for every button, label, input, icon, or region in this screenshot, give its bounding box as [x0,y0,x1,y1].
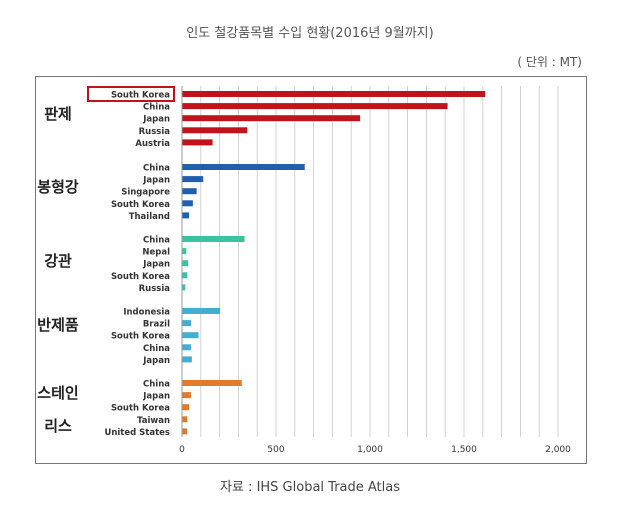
category-label: Thailand [129,212,170,222]
bar [182,344,191,351]
group-label: 스테인 리스 [37,384,78,435]
bar [182,272,188,279]
category-label: United States [104,428,170,438]
x-tick-label: 500 [267,445,284,455]
bar [182,91,486,97]
unit-label: ( 단위 : MT) [517,55,582,69]
category-label: Singapore [121,188,170,198]
x-tick-label: 1,000 [357,445,383,455]
bar [182,404,190,411]
group-label: 판제 [44,105,72,123]
category-label: South Korea [111,404,170,414]
category-label: Taiwan [137,416,170,426]
bar [182,380,242,386]
category-label: Japan [142,115,170,125]
category-label: Brazil [143,320,170,330]
bar [182,260,189,267]
category-label: Nepal [142,248,170,258]
x-tick-label: 1,500 [451,445,477,455]
bar [182,308,221,314]
bar [182,127,248,134]
category-label: Russia [139,284,171,294]
category-label: Japan [142,260,170,270]
group-label: 강관 [44,252,72,270]
x-tick-label: 0 [179,445,185,455]
bar [182,164,305,170]
highlight-box [87,86,175,102]
bar [182,139,213,146]
category-label: China [143,103,170,113]
group-label: 봉형강 [37,178,79,196]
bar [182,103,448,110]
category-label: Russia [139,127,171,137]
chart-title: 인도 철강품목별 수입 현황(2016년 9월까지) [186,26,434,41]
bar [182,115,361,122]
chart-frame [35,76,587,464]
category-label: China [143,164,170,174]
category-label: Japan [142,392,170,402]
bar [182,236,245,242]
bar [182,428,188,435]
category-label: Japan [142,176,170,186]
bar [182,416,188,423]
category-label: South Korea [111,200,170,210]
category-label: China [143,344,170,354]
bar [182,188,197,195]
group-label: 반제품 [37,316,79,334]
bar [182,248,187,255]
category-label: South Korea [111,272,170,282]
x-tick-label: 2,000 [545,445,571,455]
bar [182,200,193,207]
bar [182,212,190,219]
bar [182,284,186,291]
source-label: 자료 : IHS Global Trade Atlas [220,480,400,495]
category-label: South Korea [111,332,170,342]
bar [182,320,191,327]
bar [182,392,191,399]
category-label: China [143,236,170,246]
category-label: Indonesia [123,308,170,318]
category-label: Austria [135,139,170,149]
bar [182,332,199,339]
category-label: South Korea [111,91,170,101]
bar [182,176,204,183]
bar [182,356,192,363]
category-label: China [143,380,170,390]
category-label: Japan [142,356,170,366]
